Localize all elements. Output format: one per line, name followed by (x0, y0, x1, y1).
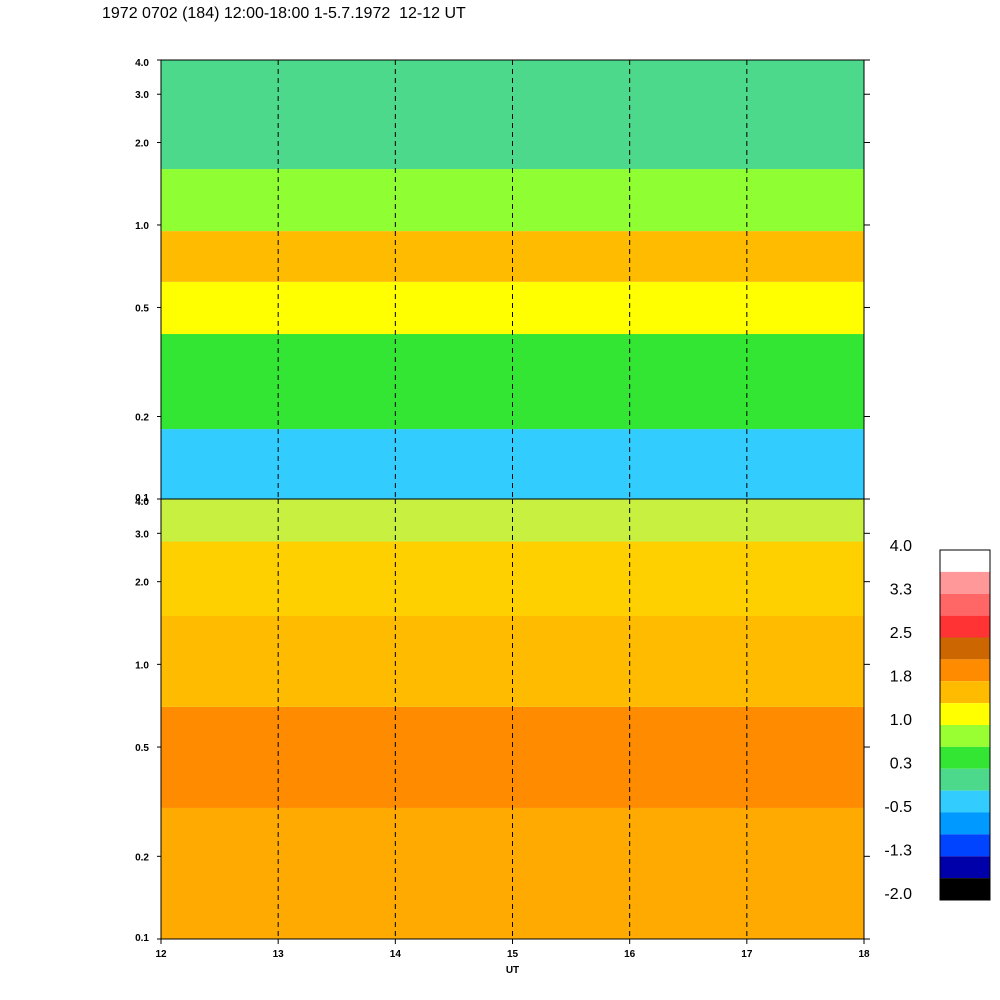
colorbar-swatch (940, 812, 990, 835)
colorbar-swatch (940, 637, 990, 660)
y-tick-label: 0.5 (135, 303, 149, 314)
colorbar-label: 1.8 (890, 669, 912, 686)
y-tick-label: 0.1 (135, 933, 149, 944)
y-tick-label: 1.0 (135, 660, 149, 671)
colorbar-swatch (940, 856, 990, 879)
colorbar: 4.0 3.3 2.5 1.8 1.0 0.3 -0.5 -1.3 -2.0 (884, 538, 991, 903)
spectrogram-panels: 0.10.20.51.02.03.04.00.10.20.51.02.03.04… (135, 58, 870, 944)
x-tick-label: 15 (507, 949, 519, 960)
x-tick-label: 13 (273, 949, 285, 960)
y-tick-label: 3.0 (135, 90, 149, 101)
colorbar-swatch (940, 834, 990, 857)
x-tick-label: 12 (155, 949, 167, 960)
band-2-4 (161, 541, 864, 616)
colorbar-label: 1.0 (890, 712, 912, 729)
colorbar-swatch (940, 550, 990, 572)
colorbar-label: 0.3 (890, 756, 912, 773)
y-tick-label: 0.2 (135, 852, 149, 863)
axes: 12 13 14 15 16 17 18 UT (155, 939, 870, 976)
x-tick-label: 18 (858, 949, 870, 960)
chart-title: 1972 0702 (184) 12:00-18:00 1-5.7.1972 1… (102, 5, 466, 22)
y-tick-label: 2.0 (135, 138, 149, 149)
y-tick-label: 0.1 (135, 493, 149, 504)
colorbar-frame (939, 549, 991, 901)
colorbar-label: -0.5 (884, 799, 912, 816)
y-tick-label: 0.2 (135, 413, 149, 424)
colorbar-swatch (940, 878, 990, 900)
colorbar-label: 2.5 (890, 625, 912, 642)
colorbar-swatch (940, 593, 990, 616)
x-axis-label: UT (506, 965, 519, 976)
colorbar-swatch (940, 681, 990, 704)
x-tick-label: 14 (390, 949, 402, 960)
colorbar-swatch (940, 790, 990, 813)
y-tick-label: 3.0 (135, 529, 149, 540)
band-1-4 (161, 231, 864, 282)
y-tick-label: 0.5 (135, 743, 149, 754)
colorbar-swatch (940, 615, 990, 638)
y-tick-label: 4.0 (135, 58, 149, 69)
colorbar-label: 3.3 (890, 582, 912, 599)
colorbar-swatch (940, 703, 990, 725)
y-tick-label: 2.0 (135, 578, 149, 589)
colorbar-label: -2.0 (884, 886, 912, 903)
colorbar-label: 4.0 (890, 538, 912, 555)
colorbar-swatch (940, 571, 990, 594)
panel-1: 0.1 0.2 0.5 1.0 2.0 3.0 4.0 (135, 58, 870, 504)
colorbar-swatch (940, 768, 990, 791)
band-2-2 (161, 706, 864, 808)
colorbar-swatch (940, 725, 990, 747)
colorbar-swatch (940, 659, 990, 682)
y-tick-label: 4.0 (135, 497, 149, 508)
x-tick-label: 16 (624, 949, 636, 960)
colorbar-swatch (940, 746, 990, 769)
x-tick-label: 17 (741, 949, 753, 960)
y-tick-label: 1.0 (135, 221, 149, 232)
colorbar-label: -1.3 (884, 843, 912, 860)
panel-2: 0.1 0.2 0.5 1.0 2.0 3.0 4.0 (135, 497, 870, 944)
